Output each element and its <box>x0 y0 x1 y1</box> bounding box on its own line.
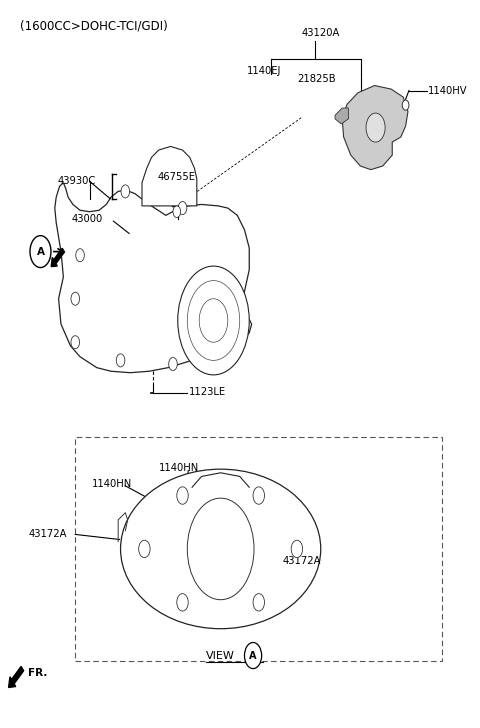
Text: 43000: 43000 <box>72 214 103 224</box>
Text: A: A <box>36 247 45 256</box>
Text: 1140HN: 1140HN <box>159 464 199 473</box>
Circle shape <box>139 540 150 558</box>
Text: 43172A: 43172A <box>29 529 68 539</box>
Text: FR.: FR. <box>28 668 47 678</box>
Text: 1140HN: 1140HN <box>92 479 132 488</box>
FancyArrow shape <box>51 248 64 266</box>
Circle shape <box>71 292 80 305</box>
Text: 1140HV: 1140HV <box>428 86 468 95</box>
Circle shape <box>366 113 385 142</box>
Circle shape <box>121 185 130 198</box>
Circle shape <box>291 540 302 558</box>
Text: A: A <box>249 651 257 660</box>
Circle shape <box>178 266 249 375</box>
Circle shape <box>71 336 80 349</box>
Polygon shape <box>142 146 197 206</box>
Ellipse shape <box>120 469 321 629</box>
Circle shape <box>116 354 125 367</box>
Text: 46755E: 46755E <box>158 172 196 182</box>
Circle shape <box>168 357 177 371</box>
Circle shape <box>173 206 180 218</box>
Text: (1600CC>DOHC-TCI/GDI): (1600CC>DOHC-TCI/GDI) <box>21 20 168 33</box>
Text: VIEW: VIEW <box>206 651 235 660</box>
Bar <box>75 437 442 661</box>
Circle shape <box>253 593 264 611</box>
Polygon shape <box>55 183 252 373</box>
Text: 1140EJ: 1140EJ <box>247 66 281 76</box>
Circle shape <box>253 487 264 505</box>
Circle shape <box>177 593 188 611</box>
Circle shape <box>178 202 187 215</box>
Circle shape <box>30 236 51 268</box>
Circle shape <box>76 249 84 262</box>
Text: 43120A: 43120A <box>302 28 340 38</box>
FancyArrow shape <box>9 666 24 687</box>
Text: 1123LE: 1123LE <box>189 387 226 397</box>
Circle shape <box>177 487 188 505</box>
Text: 43930C: 43930C <box>58 176 96 186</box>
Circle shape <box>244 643 262 668</box>
Text: 43172A: 43172A <box>283 556 321 566</box>
Polygon shape <box>342 85 408 170</box>
Circle shape <box>402 100 409 110</box>
Text: 21825B: 21825B <box>297 74 336 84</box>
Polygon shape <box>335 108 348 124</box>
